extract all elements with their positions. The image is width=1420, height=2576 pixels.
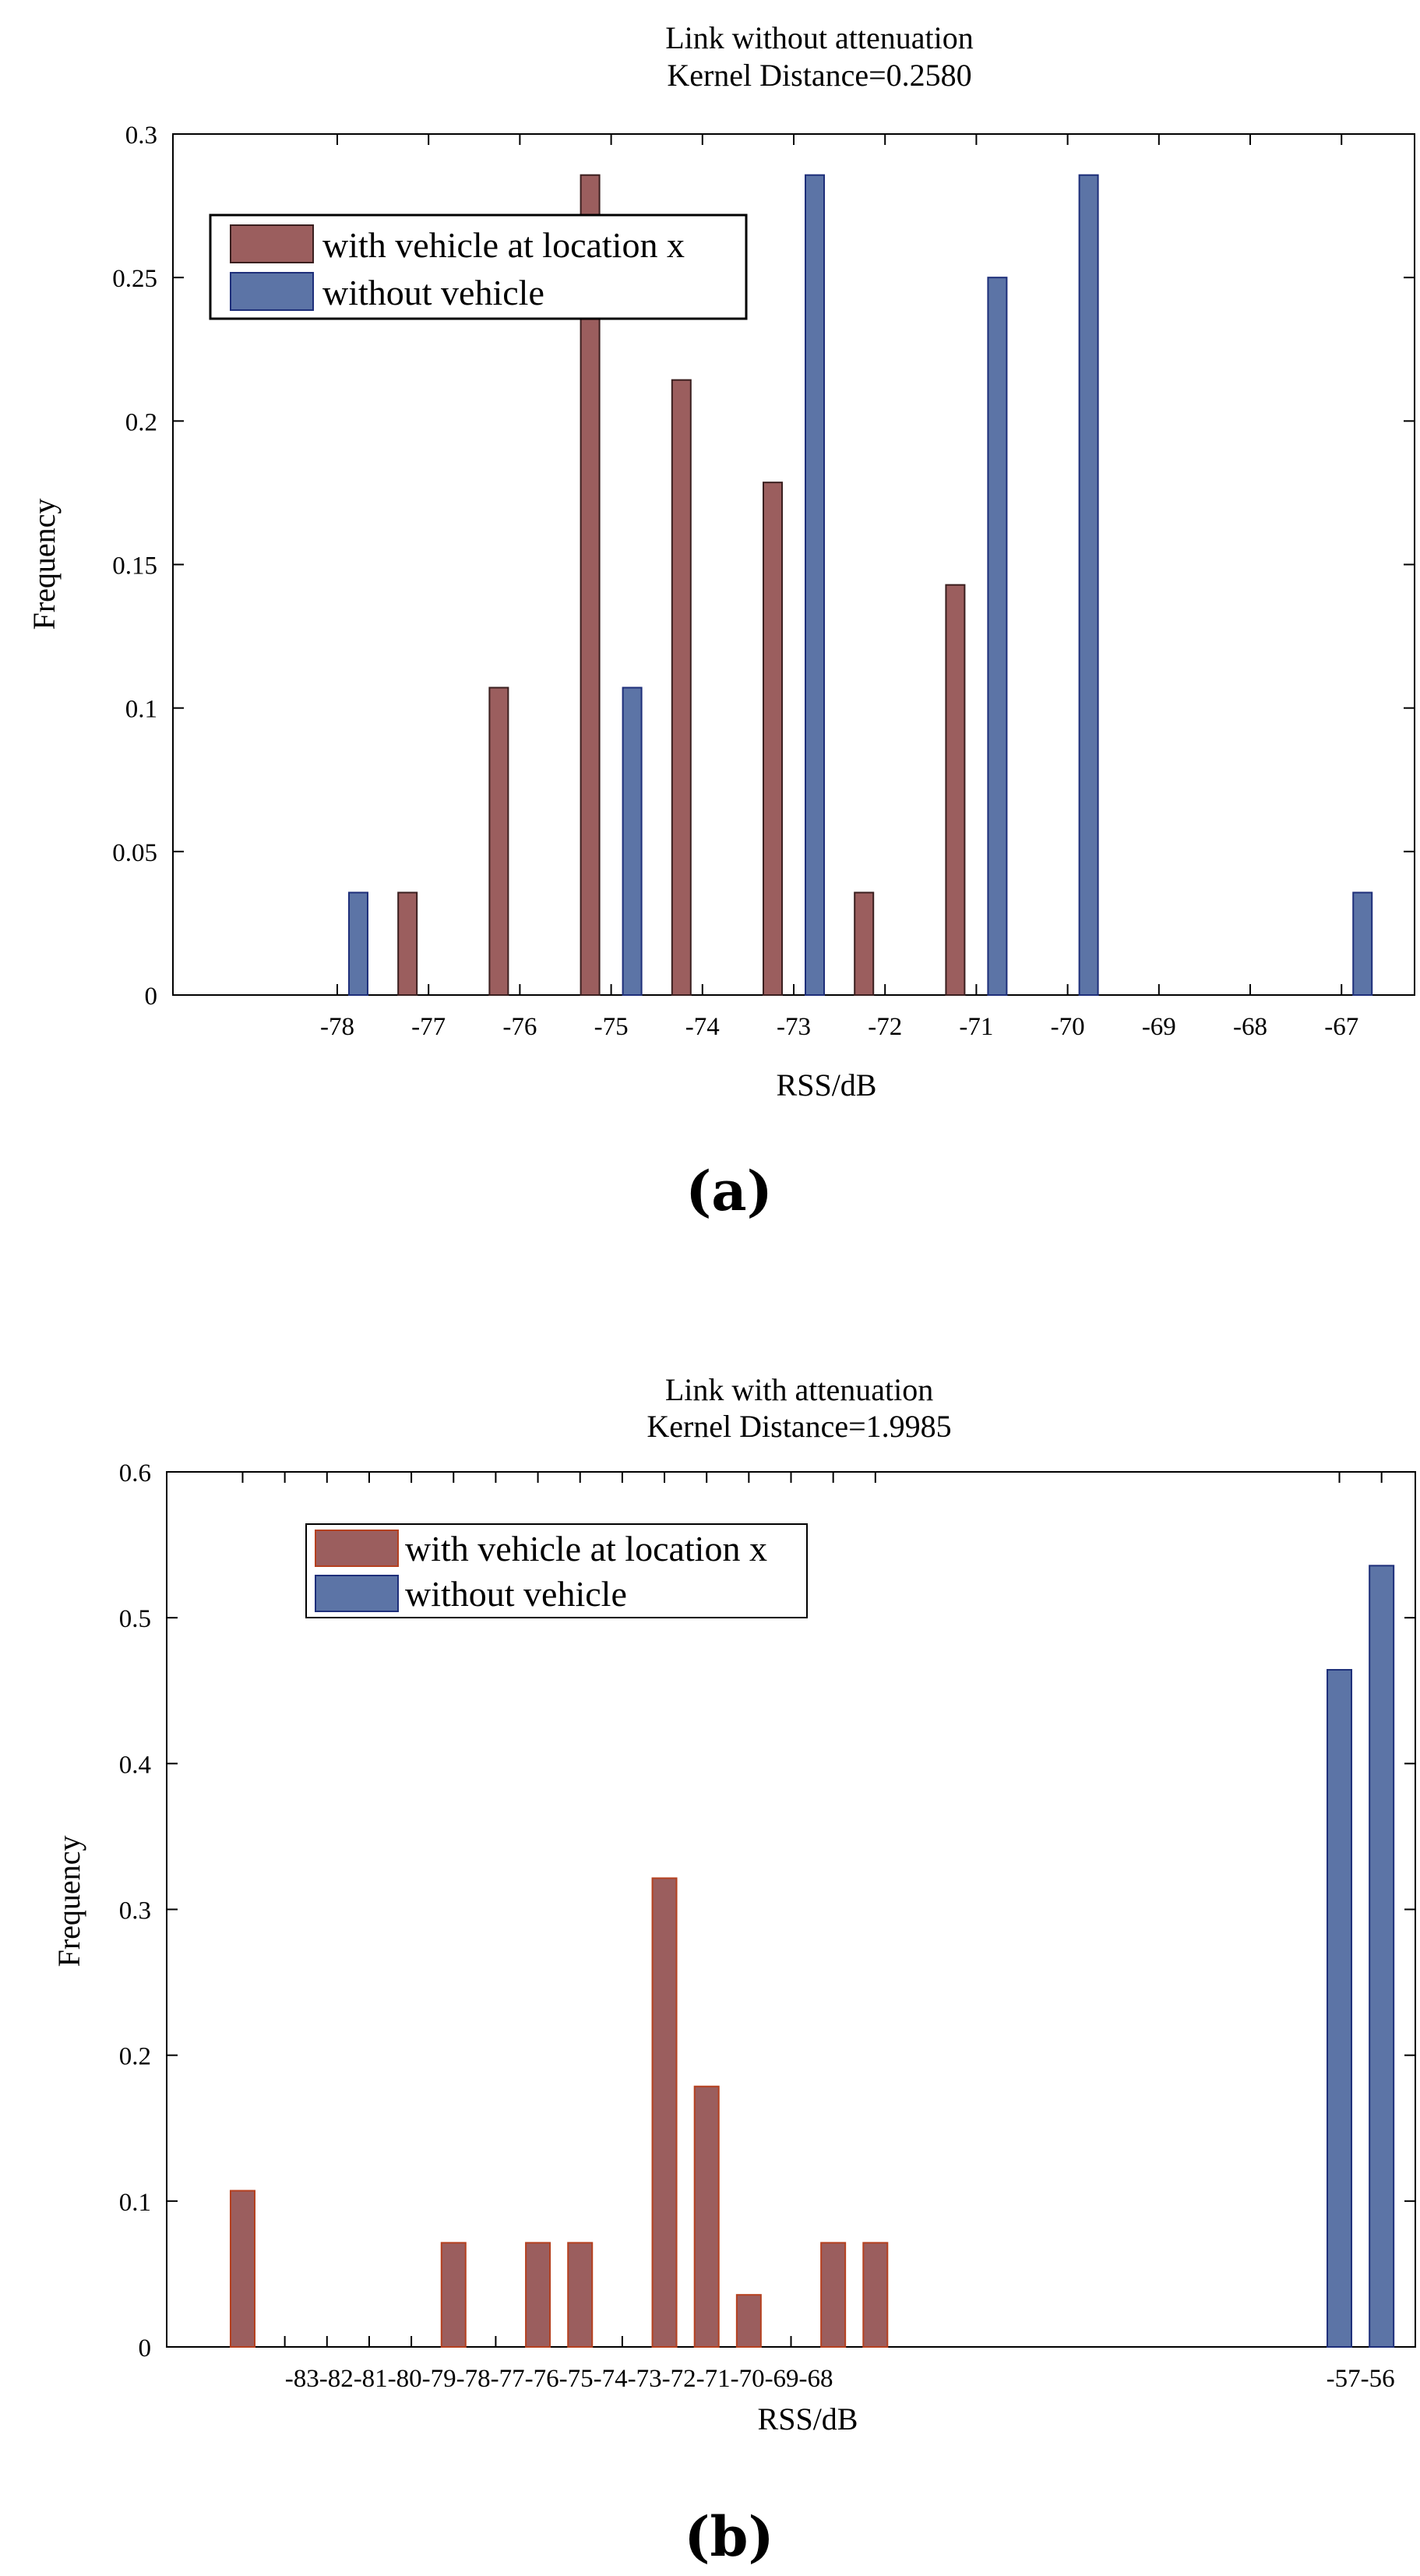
chart-a-bars	[347, 174, 1373, 997]
chart-a-ytick-label: 0.1	[125, 696, 157, 724]
chart-b-xtick-label-group: -83-82-81-80-79-78-77-76-75-74-73-72-71-…	[285, 2365, 833, 2393]
panel-label-a: (a)	[685, 1159, 773, 1223]
chart-b: Link with attenuation Kernel Distance=1.…	[51, 1372, 1416, 2569]
chart-b-ytick-label: 0	[139, 2334, 152, 2363]
chart-a-bar-without-vehicle	[1078, 174, 1099, 997]
chart-a-bar-without-vehicle	[1352, 891, 1373, 996]
chart-a-xtick-label: -74	[685, 1013, 720, 1041]
chart-a-ytick-label: 0.2	[125, 408, 157, 436]
panel-label-b: (b)	[684, 2504, 773, 2569]
chart-b-ylabel: Frequency	[51, 1836, 86, 1967]
chart-a-xtick-label: -75	[594, 1013, 629, 1041]
chart-b-ytick-label: 0.5	[119, 1605, 151, 1633]
chart-b-legend: with vehicle at location x without vehic…	[305, 1523, 808, 1618]
chart-b-bar-with-vehicle	[229, 2190, 255, 2348]
chart-b-bar-with-vehicle	[651, 1877, 678, 2348]
chart-b-xlabel: RSS/dB	[758, 2401, 858, 2437]
chart-a-ylabel: Frequency	[26, 499, 62, 630]
chart-a-legend-swatch-with-vehicle	[230, 224, 314, 263]
chart-a-title-line1: Link without attenuation	[665, 20, 974, 55]
chart-b-ticks: 0 0.1 0.2 0.3 0.4 0.5 0.6 -83-82-81-80-79-78-77…	[119, 1459, 1415, 2393]
chart-a-ytick-label: 0.3	[125, 122, 157, 150]
chart-b-title-line1: Link with attenuation	[665, 1372, 933, 1407]
chart-b-ytick-label: 0.6	[119, 1459, 151, 1487]
chart-a-bar-without-vehicle	[805, 174, 825, 997]
chart-a-ticks: 0 0.05 0.1 0.15 0.2 0.25 0.3 -78 -77 -76 -75 -74 -73…	[112, 122, 1415, 1041]
chart-b-legend-label-without-vehicle: without vehicle	[405, 1574, 627, 1614]
chart-a-title-line2: Kernel Distance=0.2580	[667, 58, 971, 93]
chart-a-xtick-label: -78	[320, 1013, 354, 1041]
chart-a-xtick-label: -71	[959, 1013, 993, 1041]
chart-b-legend-swatch-without-vehicle	[315, 1575, 399, 1612]
chart-a-bar-with-vehicle	[488, 686, 509, 996]
chart-a-bar-with-vehicle	[945, 584, 966, 996]
chart-a-legend-label-with-vehicle: with vehicle at location x	[322, 225, 685, 265]
chart-b-bar-without-vehicle	[1327, 1668, 1353, 2348]
chart-a-bar-without-vehicle	[347, 891, 368, 996]
chart-b-ytick-label: 0.1	[119, 2189, 151, 2217]
chart-a-ytick-label: 0.05	[112, 839, 157, 867]
chart-a: Link without attenuation Kernel Distance…	[26, 20, 1415, 1223]
chart-a-ytick-label: 0	[145, 983, 158, 1011]
chart-b-bars	[229, 1565, 1395, 2348]
chart-a-bar-with-vehicle	[397, 891, 418, 996]
chart-a-bar-with-vehicle	[671, 379, 692, 996]
chart-a-xtick-label: -76	[502, 1013, 537, 1041]
chart-b-ytick-label: 0.2	[119, 2043, 151, 2071]
chart-a-legend: with vehicle at location x without vehic…	[209, 213, 748, 320]
chart-b-bar-with-vehicle	[820, 2242, 847, 2348]
chart-a-xtick-label: -77	[411, 1013, 446, 1041]
chart-b-bar-without-vehicle	[1369, 1565, 1395, 2348]
chart-a-bar-with-vehicle	[763, 482, 783, 996]
chart-a-bar-with-vehicle	[854, 891, 875, 996]
chart-b-bar-with-vehicle	[693, 2085, 720, 2348]
chart-a-bar-without-vehicle	[622, 686, 643, 996]
chart-a-xlabel: RSS/dB	[777, 1067, 877, 1103]
chart-b-legend-swatch-with-vehicle	[315, 1530, 399, 1567]
chart-b-bar-with-vehicle	[525, 2242, 551, 2348]
chart-b-bar-with-vehicle	[735, 2294, 762, 2348]
chart-b-legend-label-with-vehicle: with vehicle at location x	[405, 1529, 767, 1569]
chart-a-xtick-label: -70	[1051, 1013, 1085, 1041]
chart-a-legend-swatch-without-vehicle	[230, 272, 314, 311]
chart-a-xtick-label: -69	[1142, 1013, 1176, 1041]
chart-b-bar-with-vehicle	[440, 2242, 467, 2348]
chart-b-title-line2: Kernel Distance=1.9985	[647, 1409, 951, 1444]
chart-a-legend-label-without-vehicle: without vehicle	[322, 273, 544, 312]
chart-b-xtick-label-group: -57-56	[1327, 2365, 1395, 2393]
chart-a-bar-without-vehicle	[987, 277, 1008, 996]
chart-b-ytick-label: 0.4	[119, 1751, 151, 1779]
chart-a-xtick-label: -72	[868, 1013, 902, 1041]
chart-a-xtick-label: -68	[1233, 1013, 1267, 1041]
chart-a-xtick-label: -67	[1324, 1013, 1358, 1041]
chart-a-xtick-label: -73	[777, 1013, 811, 1041]
chart-a-ytick-label: 0.15	[112, 552, 157, 580]
chart-a-ytick-label: 0.25	[112, 265, 157, 293]
chart-b-bar-with-vehicle	[862, 2242, 889, 2348]
chart-b-bar-with-vehicle	[567, 2242, 594, 2348]
chart-b-ytick-label: 0.3	[119, 1897, 151, 1925]
